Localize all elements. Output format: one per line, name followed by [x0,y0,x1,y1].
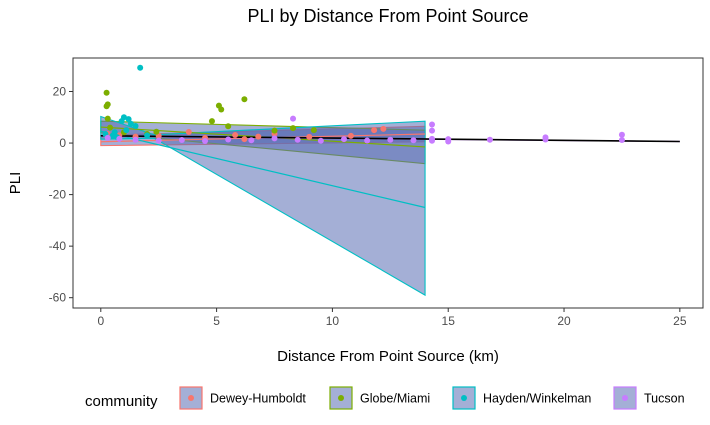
x-axis-title: Distance From Point Source (km) [277,348,499,365]
y-axis: 20 0 -20 -40 -60 [49,85,73,305]
point-hayden-winkelman [123,127,130,134]
point-dewey-humboldt [347,132,354,139]
point-tucson [445,138,452,145]
point-tucson [155,137,162,144]
point-tucson [387,136,394,143]
point-dewey-humboldt [371,127,378,134]
point-dewey-humboldt [255,133,262,140]
point-dewey-humboldt [380,125,387,132]
point-globe-miami [271,127,278,134]
point-tucson [429,137,436,144]
point-tucson [271,135,278,142]
point-hayden-winkelman [120,114,127,121]
point-tucson [104,134,111,141]
point-tucson [340,136,347,143]
point-globe-miami [107,124,114,131]
point-globe-miami [290,125,297,132]
point-tucson [132,136,139,143]
legend-key-point-globe-miami [338,395,344,401]
fit-line-hayden-winkelman [100,130,426,209]
point-hayden-winkelman [132,123,139,130]
legend-label-tucson: Tucson [644,392,685,406]
point-hayden-winkelman [137,64,144,71]
legend-key-point-tucson [622,395,628,401]
y-tick-label: 0 [59,136,66,150]
legend-key-point-hayden-winkelman [461,395,467,401]
legend-label-dewey-humboldt: Dewey-Humboldt [210,392,306,406]
point-tucson [116,135,123,142]
point-tucson [317,137,324,144]
y-tick-label: -60 [49,291,67,305]
point-tucson [225,136,232,143]
x-tick-label: 5 [213,314,220,328]
point-dewey-humboldt [306,133,313,140]
point-dewey-humboldt [241,136,248,143]
point-tucson [364,137,371,144]
point-tucson [542,136,549,143]
point-globe-miami [104,115,111,122]
point-globe-miami [153,128,160,135]
point-globe-miami [103,103,110,110]
point-dewey-humboldt [185,128,192,135]
point-hayden-winkelman [127,120,134,127]
x-tick-label: 20 [557,314,571,328]
point-globe-miami [225,123,232,130]
point-hayden-winkelman [144,132,151,139]
y-tick-label: 20 [53,85,67,99]
point-tucson [618,131,625,138]
x-tick-label: 10 [326,314,340,328]
point-globe-miami [103,89,110,96]
ci-band-hayden-winkelman [100,115,426,297]
point-globe-miami [310,127,317,134]
point-tucson [290,115,297,122]
x-axis: 0 5 10 15 20 25 [97,308,687,328]
legend-key-point-dewey-humboldt [188,395,194,401]
point-globe-miami [218,106,225,113]
point-tucson [429,121,436,128]
point-tucson [248,137,255,144]
point-tucson [202,137,209,144]
data-points [102,64,625,145]
point-hayden-winkelman [111,129,118,136]
legend-label-globe-miami: Globe/Miami [360,392,430,406]
legend-title: community [85,393,158,410]
x-tick-label: 0 [97,314,104,328]
chart-title: PLI by Distance From Point Source [247,6,528,26]
legend-label-hayden-winkelman: Hayden/Winkelman [483,392,591,406]
y-tick-label: -20 [49,188,67,202]
y-axis-title: PLI [7,172,24,195]
point-tucson [618,136,625,143]
point-tucson [178,136,185,143]
point-hayden-winkelman [125,116,132,123]
point-tucson [486,136,493,143]
point-tucson [294,136,301,143]
legend: community Dewey-Humboldt Globe/Miami Hayde… [85,386,685,410]
y-tick-label: -40 [49,239,67,253]
point-dewey-humboldt [232,132,239,139]
point-tucson [410,137,417,144]
x-tick-label: 25 [673,314,687,328]
point-tucson [429,127,436,134]
x-tick-label: 15 [442,314,456,328]
point-globe-miami [208,118,215,125]
point-globe-miami [241,96,248,103]
